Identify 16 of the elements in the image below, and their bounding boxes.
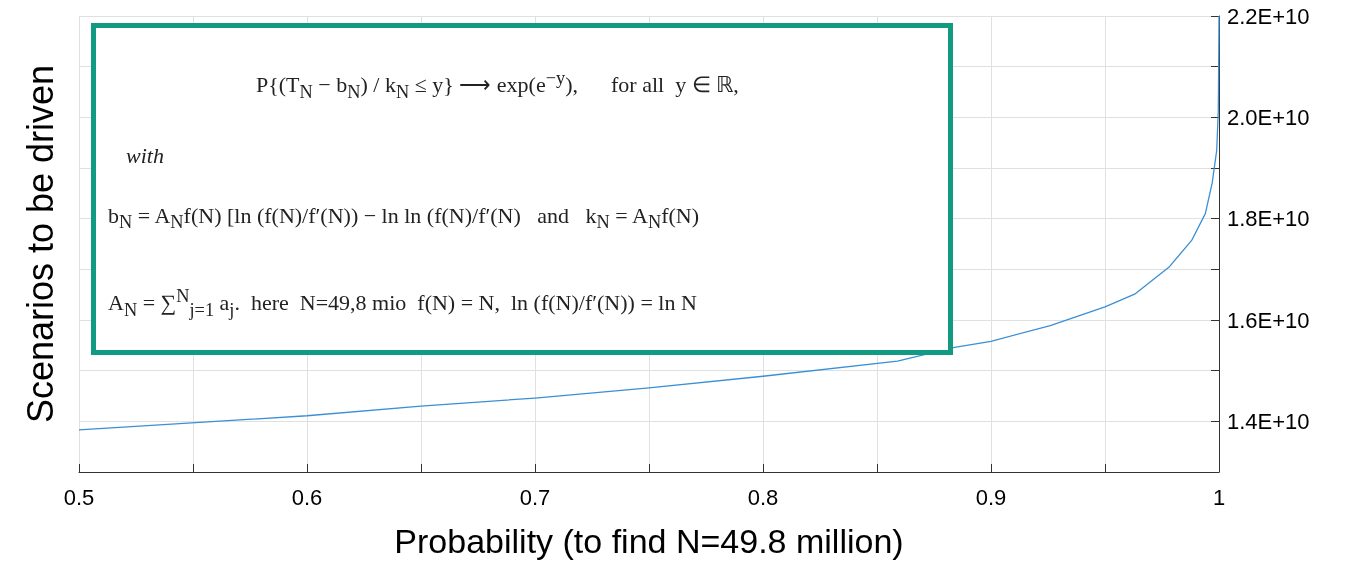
y-tick-label: 1.4E+10 [1227,408,1310,434]
annotation: with [126,143,164,169]
x-tick-label: 1 [1212,484,1226,510]
x-tick-label: 0.8 [747,484,779,510]
x-tick-label: 0.9 [975,484,1007,510]
x-tick-label: 0.7 [519,484,551,510]
y-axis-title: Scenarios to be driven [19,64,61,424]
y-tick-label: 2.0E+10 [1227,104,1310,130]
y-tick-label: 2.2E+10 [1227,3,1310,29]
y-tick-label: 1.6E+10 [1227,307,1310,333]
x-tick-label: 0.6 [291,484,323,510]
x-tick-label: 0.5 [63,484,95,510]
annotation: A$_{N}$ = ∑$^{N}$$_{j=1}$ a$_{j}$. here N=49,8 mio f(N) = N, ln (f(N)/f′(N)) = ln N [108,286,697,321]
formula-box: P{(T$_{N}$ − b$_{N}$) / k$_{N}$ ≤ y} ⟶ exp(e$^{−y}$), for all y ∈ ℝ, with b$_{N}$ = A$_{N}$f(N) [ln (f(N)/f′(N)) − ln ln (f(N)/f′(N) and k$_{N}$ = A$_{N}$f(N) A$_{N}$ = ∑$^{N}$$_{j=1}$ a$_{j}$. here N=49,8 mio f(N) = N, ln (f(N)/f′(N)) = ln N [91,23,953,355]
x-axis-title: Probability (to find N=49.8 million) [394,522,904,560]
y-tick-label: 1.8E+10 [1227,206,1310,232]
